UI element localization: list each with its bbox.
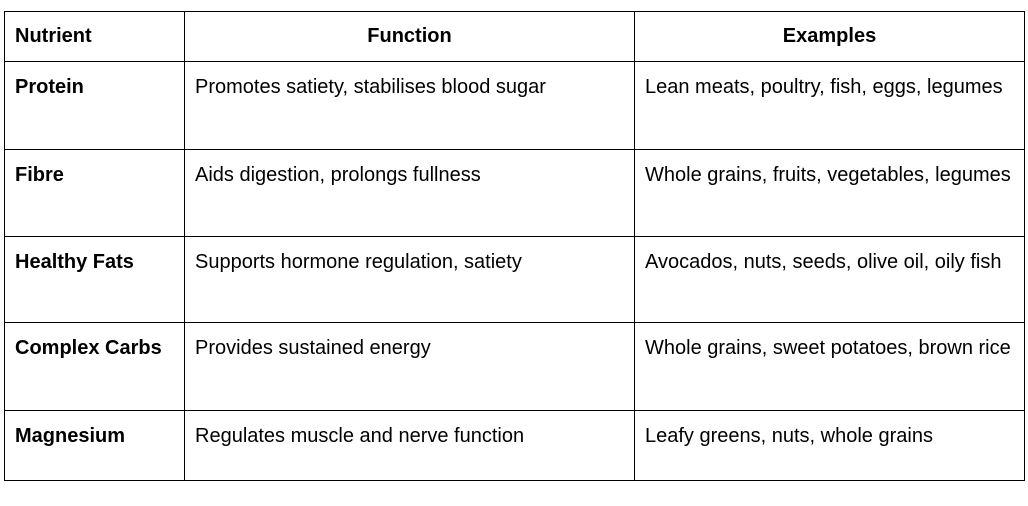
nutrient-cell: Complex Carbs xyxy=(4,322,185,411)
nutrient-table: Nutrient Function Examples Protein Promo… xyxy=(4,11,1025,481)
examples-cell: Whole grains, fruits, vegetables, legume… xyxy=(634,149,1025,237)
table-row: Healthy Fats Supports hormone regulation… xyxy=(4,236,1025,323)
table-body: Protein Promotes satiety, stabilises blo… xyxy=(4,61,1025,481)
examples-cell: Avocados, nuts, seeds, olive oil, oily f… xyxy=(634,236,1025,323)
header-examples: Examples xyxy=(634,11,1025,62)
function-cell: Supports hormone regulation, satiety xyxy=(184,236,635,323)
table-row: Fibre Aids digestion, prolongs fullness … xyxy=(4,149,1025,237)
nutrient-cell: Fibre xyxy=(4,149,185,237)
table-row: Complex Carbs Provides sustained energy … xyxy=(4,322,1025,411)
function-cell: Aids digestion, prolongs fullness xyxy=(184,149,635,237)
table-row: Protein Promotes satiety, stabilises blo… xyxy=(4,61,1025,150)
nutrient-cell: Magnesium xyxy=(4,410,185,481)
examples-cell: Lean meats, poultry, fish, eggs, legumes xyxy=(634,61,1025,150)
table-row: Magnesium Regulates muscle and nerve fun… xyxy=(4,410,1025,481)
function-cell: Promotes satiety, stabilises blood sugar xyxy=(184,61,635,150)
function-cell: Regulates muscle and nerve function xyxy=(184,410,635,481)
header-row: Nutrient Function Examples xyxy=(4,11,1025,62)
header-function: Function xyxy=(184,11,635,62)
examples-cell: Leafy greens, nuts, whole grains xyxy=(634,410,1025,481)
nutrient-cell: Protein xyxy=(4,61,185,150)
examples-cell: Whole grains, sweet potatoes, brown rice xyxy=(634,322,1025,411)
nutrient-cell: Healthy Fats xyxy=(4,236,185,323)
table-header: Nutrient Function Examples xyxy=(4,11,1025,62)
header-nutrient: Nutrient xyxy=(4,11,185,62)
function-cell: Provides sustained energy xyxy=(184,322,635,411)
